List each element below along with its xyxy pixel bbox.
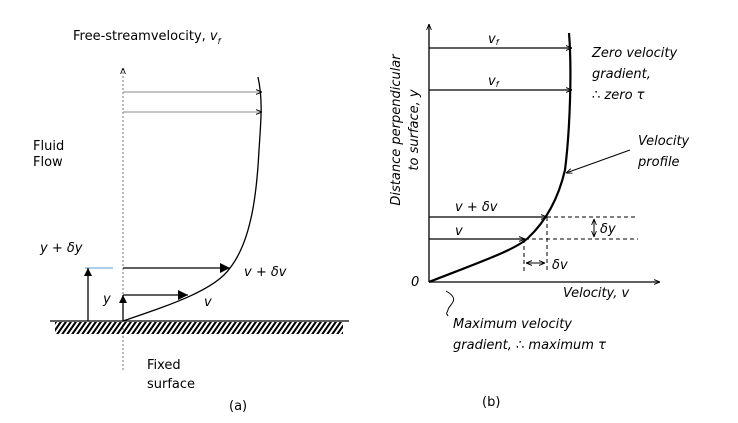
v-label: v: [455, 224, 463, 239]
dy-label: δy: [600, 222, 616, 237]
y-label: y: [102, 292, 111, 307]
velocity-profile-label-2: profile: [637, 155, 680, 170]
velocity-profile-curve: [122, 76, 262, 322]
velocity-profile-pointer: [566, 149, 631, 173]
origin-label: 0: [411, 275, 419, 290]
panel-a: Free-streamvelocity, vf Fluid Flow y + δ…: [33, 29, 349, 414]
v-label: v: [204, 295, 212, 310]
y-plus-dy-label: y + δy: [39, 241, 83, 256]
zero-gradient-line-2: gradient,: [592, 67, 651, 82]
surface-hatching: [55, 322, 343, 334]
vf-label: vf: [488, 74, 500, 89]
v-plus-dv-label: v + δv: [244, 265, 287, 280]
guide-dashed-lines: [523, 216, 638, 273]
y-axis-label-2: to surface, y: [407, 89, 422, 170]
fluid-flow-label-2: Flow: [33, 155, 63, 170]
x-axis-label: Velocity, v: [563, 286, 630, 301]
free-stream-title: Free-streamvelocity, vf: [73, 29, 222, 46]
dv-label: δv: [552, 258, 568, 273]
vf-label: vf: [488, 32, 500, 47]
zero-gradient-line-1: Zero velocity: [591, 46, 677, 61]
caption-b: (b): [482, 395, 500, 410]
velocity-profile-label-1: Velocity: [638, 134, 690, 149]
caption-a: (a): [229, 399, 247, 414]
fluid-flow-label-1: Fluid: [33, 139, 64, 154]
max-gradient-line-2: gradient, ∴ maximum τ: [453, 338, 606, 353]
fixed-surface-label-2: surface: [147, 377, 195, 392]
v-plus-dv-label: v + δv: [455, 200, 498, 215]
max-gradient-line-1: Maximum velocity: [453, 317, 572, 332]
fixed-surface-label-1: Fixed: [147, 358, 181, 373]
panel-b: Distance perpendicular to surface, y 0 V…: [389, 24, 690, 410]
zero-gradient-line-3: ∴ zero τ: [592, 88, 645, 103]
y-axis-label-1: Distance perpendicular: [389, 53, 404, 206]
velocity-profile-curve: [428, 32, 572, 284]
max-gradient-pointer: [445, 290, 455, 317]
